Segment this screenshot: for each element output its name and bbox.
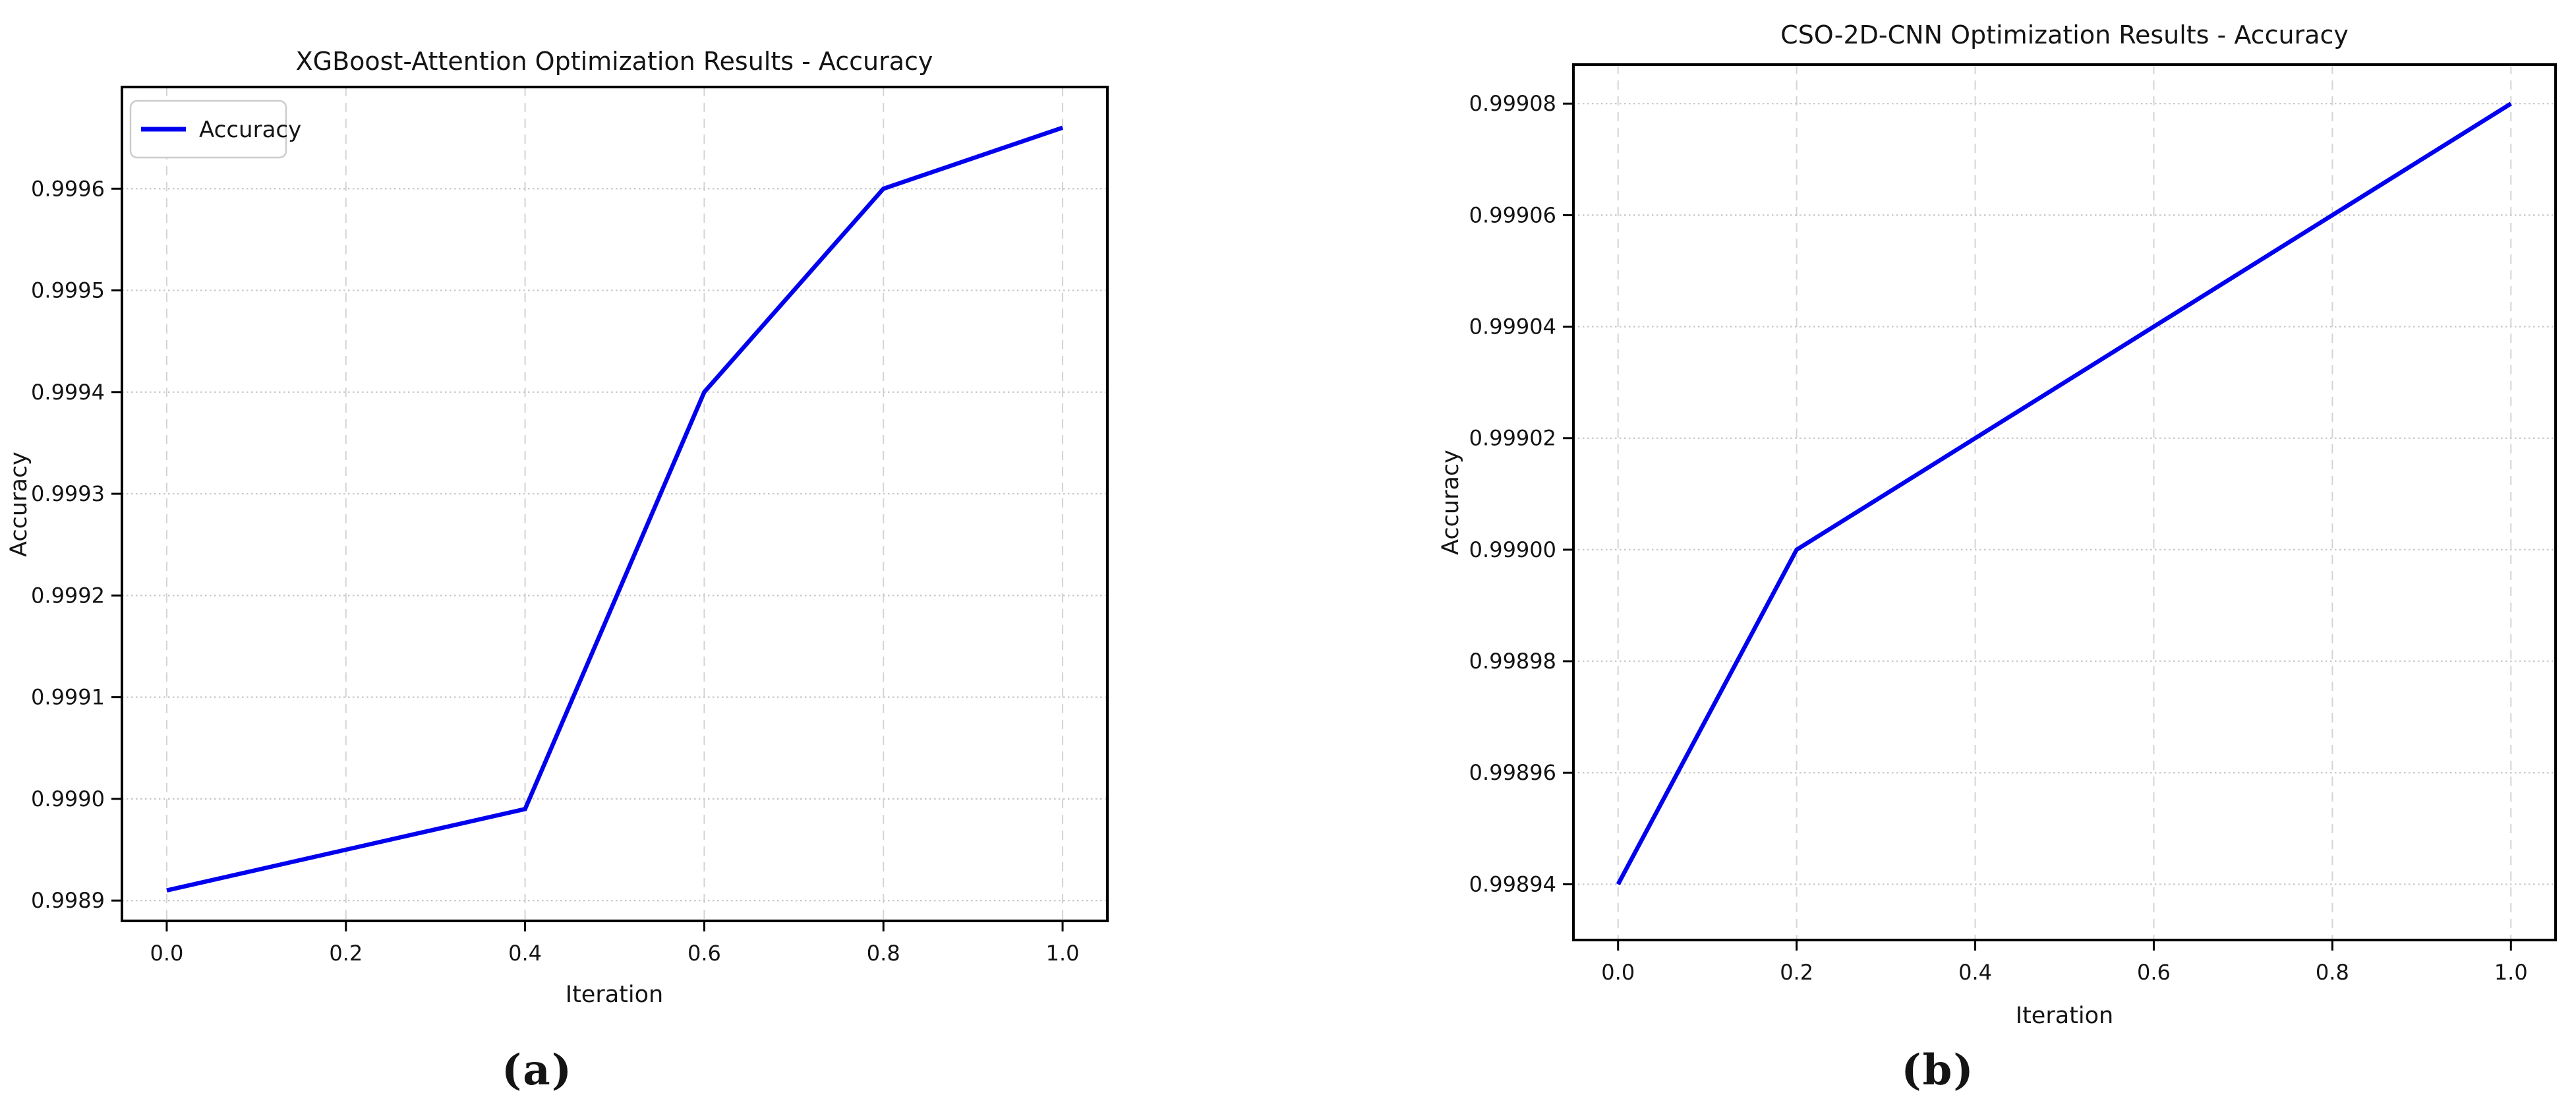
svg-text:0.4: 0.4 bbox=[508, 941, 542, 966]
svg-text:0.99908: 0.99908 bbox=[1469, 91, 1556, 116]
svg-text:0.9991: 0.9991 bbox=[31, 685, 105, 710]
svg-text:Iteration: Iteration bbox=[566, 982, 663, 1008]
svg-text:0.9995: 0.9995 bbox=[31, 278, 105, 303]
svg-text:0.9993: 0.9993 bbox=[31, 481, 105, 506]
svg-text:Accuracy: Accuracy bbox=[6, 452, 32, 557]
svg-text:0.0: 0.0 bbox=[150, 941, 184, 966]
svg-text:0.9989: 0.9989 bbox=[31, 888, 105, 913]
svg-text:XGBoost-Attention Optimization: XGBoost-Attention Optimization Results -… bbox=[296, 47, 933, 76]
svg-text:0.8: 0.8 bbox=[867, 941, 900, 966]
svg-text:0.99898: 0.99898 bbox=[1469, 649, 1556, 674]
chart-b-cso-2d-cnn-accuracy: 0.0 0.2 0.4 0.6 0.8 1.0 0.99894 0.99896 0.99898 0… bbox=[1438, 20, 2557, 1029]
svg-text:Iteration: Iteration bbox=[2016, 1003, 2113, 1029]
svg-text:Accuracy: Accuracy bbox=[199, 117, 301, 143]
svg-text:0.99904: 0.99904 bbox=[1469, 314, 1556, 339]
svg-text:0.8: 0.8 bbox=[2316, 960, 2349, 985]
svg-text:0.99900: 0.99900 bbox=[1469, 537, 1556, 562]
svg-text:0.9994: 0.9994 bbox=[31, 380, 105, 405]
svg-text:0.9992: 0.9992 bbox=[31, 583, 105, 608]
svg-text:1.0: 1.0 bbox=[1046, 941, 1080, 966]
svg-text:0.6: 0.6 bbox=[688, 941, 721, 966]
svg-text:0.2: 0.2 bbox=[329, 941, 363, 966]
svg-text:Accuracy: Accuracy bbox=[1438, 450, 1464, 555]
svg-text:0.4: 0.4 bbox=[1958, 960, 1992, 985]
svg-text:0.9996: 0.9996 bbox=[31, 176, 105, 201]
svg-text:0.0: 0.0 bbox=[1601, 960, 1635, 985]
subfigure-a-caption: (a) bbox=[501, 1045, 573, 1095]
svg-text:1.0: 1.0 bbox=[2494, 960, 2528, 985]
svg-text:0.99906: 0.99906 bbox=[1469, 202, 1556, 227]
subfigure-b-caption: (b) bbox=[1901, 1045, 1975, 1095]
chart-a-xgboost-attention-accuracy: 0.0 0.2 0.4 0.6 0.8 1.0 0.9989 0.9990 0.9991 0.99… bbox=[6, 47, 1109, 1008]
svg-text:0.6: 0.6 bbox=[2137, 960, 2171, 985]
svg-text:0.9990: 0.9990 bbox=[31, 786, 105, 811]
svg-text:0.99896: 0.99896 bbox=[1469, 760, 1556, 785]
svg-text:0.99894: 0.99894 bbox=[1469, 871, 1556, 897]
svg-text:0.2: 0.2 bbox=[1780, 960, 1813, 985]
svg-text:0.99902: 0.99902 bbox=[1469, 426, 1556, 451]
svg-text:CSO-2D-CNN Optimization Result: CSO-2D-CNN Optimization Results - Accura… bbox=[1780, 20, 2349, 49]
